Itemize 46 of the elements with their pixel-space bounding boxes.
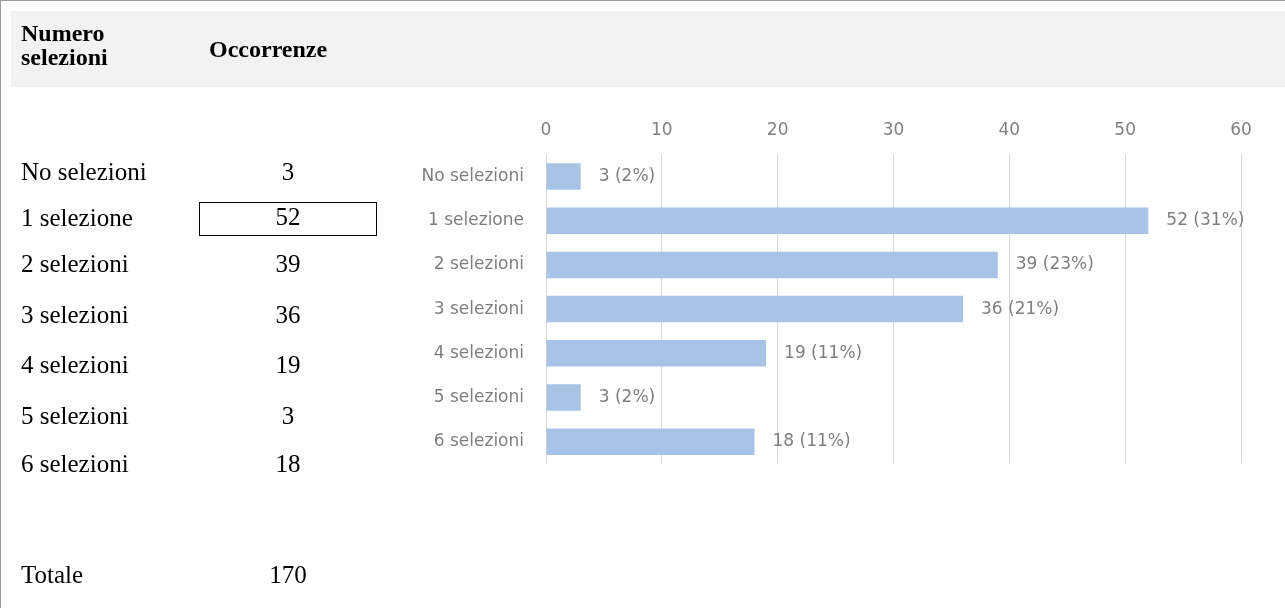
x-tick-label: 20 [766, 118, 789, 139]
x-tick-label: 30 [882, 118, 905, 139]
text: Numero selezioni [21, 20, 109, 70]
text: 5 selezioni [21, 402, 129, 430]
bar [546, 251, 998, 279]
data-label: 18 (11%) [772, 430, 851, 451]
bar [546, 340, 767, 367]
text: 4 selezioni [21, 351, 129, 379]
x-tick-label: 60 [1230, 118, 1252, 139]
x-tick-label: 40 [998, 118, 1021, 139]
y-tick-label: 3 selezioni [433, 297, 524, 318]
text: 170 [268, 561, 308, 589]
text: 3 [280, 402, 296, 430]
text: Totale [21, 561, 84, 589]
data-label: 3 (2%) [598, 164, 656, 185]
text: 1 selezione [21, 204, 133, 232]
data-label: 52 (31%) [1166, 209, 1245, 230]
y-tick-label: 6 selezioni [433, 430, 524, 451]
x-tick-label: 10 [651, 118, 673, 139]
text: 39 [274, 250, 302, 278]
data-label: 3 (2%) [598, 385, 656, 406]
text: 36 [274, 301, 302, 329]
text: 19 [274, 351, 302, 379]
text: 3 selezioni [21, 301, 129, 329]
data-label: 19 (11%) [784, 341, 863, 362]
x-tick-label: 50 [1114, 118, 1136, 139]
y-tick-label: 5 selezioni [433, 385, 524, 406]
data-label: 36 (21%) [981, 297, 1060, 318]
text: Occorrenze [209, 36, 328, 62]
text: 52 [199, 202, 377, 236]
y-tick-label: 4 selezioni [433, 341, 524, 362]
y-tick-label: No selezioni [421, 164, 524, 185]
y-tick-label: 2 selezioni [433, 253, 524, 274]
text: 18 [274, 450, 302, 478]
y-tick-label: 1 selezione [428, 209, 524, 230]
bar [546, 295, 963, 323]
x-tick-label: 0 [540, 118, 552, 139]
bar [546, 207, 1149, 234]
text: 6 selezioni [21, 450, 129, 478]
text: No selezioni [21, 158, 147, 186]
bar [546, 428, 755, 455]
data-label: 39 (23%) [1015, 253, 1094, 274]
bar [546, 163, 581, 190]
text: 3 [280, 158, 296, 186]
text: 2 selezioni [21, 250, 129, 278]
bar [546, 384, 581, 411]
